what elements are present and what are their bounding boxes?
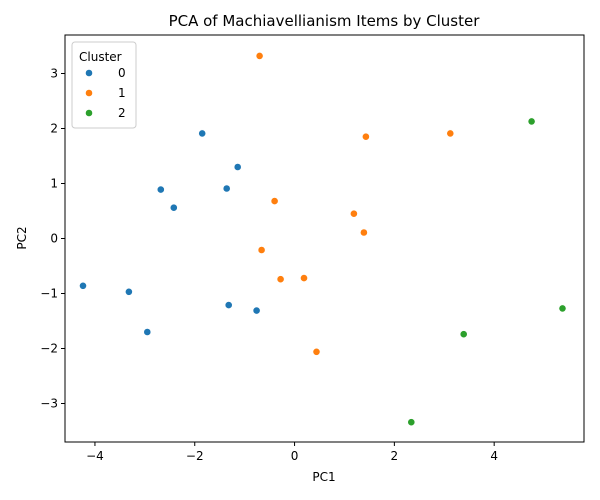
data-point-cluster-0-6 [124,287,133,296]
x-tick-label: 0 [291,449,299,463]
data-point-cluster-1-6 [257,246,266,254]
plot-frame [64,34,585,443]
data-point-cluster-0-5 [79,281,87,290]
y-axis-label: PC2 [15,226,29,249]
data-point-cluster-1-4 [349,209,358,218]
y-tick-label: 1 [50,177,58,191]
x-axis-label: PC1 [312,470,335,484]
legend-label-cluster-0: 0 [118,66,126,80]
data-point-cluster-2-3 [407,418,416,427]
chart-title: PCA of Machiavellianism Items by Cluster [169,12,481,30]
data-point-cluster-0-1 [233,163,242,171]
points-layer [79,52,567,427]
data-point-cluster-0-7 [224,301,233,309]
data-point-cluster-0-3 [222,184,231,193]
x-tick-label: 2 [391,449,399,463]
y-tick-label: 3 [50,67,58,81]
y-tick-label: −2 [40,342,58,356]
data-point-cluster-1-1 [361,132,370,141]
data-point-cluster-0-8 [252,306,261,315]
data-point-cluster-2-0 [527,117,536,126]
data-point-cluster-1-7 [276,275,285,284]
y-tick-label: −1 [40,287,58,301]
data-point-cluster-1-0 [255,52,264,60]
data-point-cluster-0-2 [156,185,165,194]
legend-title: Cluster [79,50,122,64]
data-point-cluster-0-4 [169,203,178,212]
legend-items: 0 1 2 [85,66,126,120]
plot-area [65,35,584,442]
y-tick-label: 2 [50,122,58,136]
legend-marker-cluster-1 [85,89,93,97]
data-point-cluster-1-5 [359,228,368,237]
y-tick-label: 0 [50,232,58,246]
data-point-cluster-0-9 [143,328,152,336]
data-point-cluster-2-2 [459,330,468,339]
data-point-cluster-2-1 [558,304,567,313]
x-tick-label: −2 [186,449,204,463]
legend-label-cluster-1: 1 [118,86,126,100]
x-tick-label: −4 [86,449,104,463]
data-point-cluster-1-3 [270,197,279,205]
legend-box [71,41,137,129]
legend-marker-cluster-2 [85,109,93,117]
data-point-cluster-1-2 [446,129,455,138]
legend-label-cluster-2: 2 [118,106,126,120]
ticks-layer: −4 −2 0 2 4 −3 −2 −1 0 1 2 3 [40,67,498,464]
x-tick-label: 4 [490,449,498,463]
legend-marker-cluster-0 [85,69,93,77]
data-point-cluster-1-9 [312,347,321,356]
data-point-cluster-1-8 [300,274,308,282]
data-point-cluster-0-0 [198,129,207,138]
legend: Cluster 0 1 2 [71,41,137,129]
y-tick-label: −3 [40,397,58,411]
